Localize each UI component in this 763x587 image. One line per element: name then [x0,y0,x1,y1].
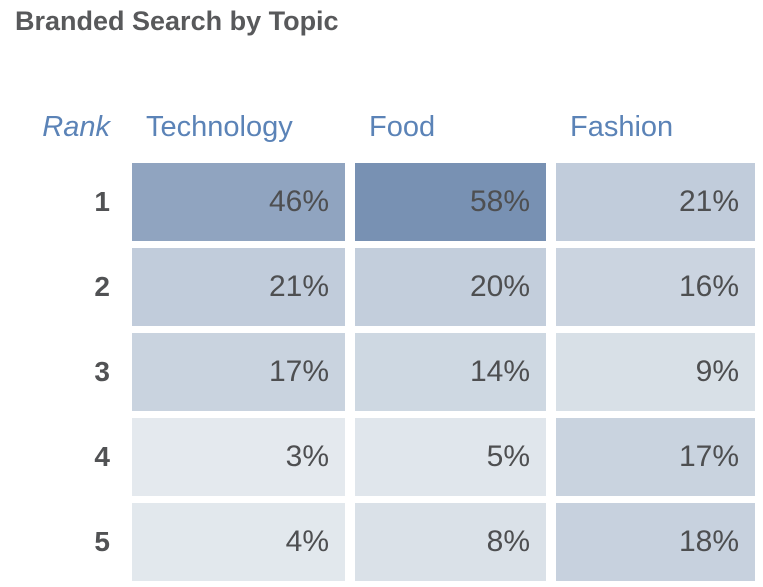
column-header-food: Food [369,110,436,143]
heatmap-cell-fashion-rank1: 21% [556,163,755,241]
heatmap-cell-food-rank3: 14% [355,333,546,411]
heatmap-cell-technology-rank1: 46% [132,163,345,241]
heatmap-cell-fashion-rank5: 18% [556,503,755,581]
rank-column-header: Rank [42,110,110,143]
rank-label-4: 4 [94,441,110,472]
rank-label-5: 5 [94,526,110,557]
rank-label-1: 1 [94,186,110,217]
heatmap-cell-technology-rank2: 21% [132,248,345,326]
heatmap-cell-fashion-rank3: 9% [556,333,755,411]
heatmap-cell-food-rank5: 8% [355,503,546,581]
heatmap-cell-food-rank4: 5% [355,418,546,496]
rank-label-2: 2 [94,271,110,302]
heatmap-cell-technology-rank3: 17% [132,333,345,411]
page-title: Branded Search by Topic [15,6,339,36]
heatmap-cell-food-rank2: 20% [355,248,546,326]
heatmap-cell-fashion-rank4: 17% [556,418,755,496]
rank-label-3: 3 [94,356,110,387]
heatmap-cell-technology-rank4: 3% [132,418,345,496]
column-header-fashion: Fashion [570,110,674,143]
column-header-technology: Technology [146,110,293,143]
heatmap-cell-technology-rank5: 4% [132,503,345,581]
heatmap-table: Rank Technology Food Fashion 1 46% 58% 21% 2… [0,98,755,581]
heatmap-cell-food-rank1: 58% [355,163,546,241]
heatmap-cell-fashion-rank2: 16% [556,248,755,326]
